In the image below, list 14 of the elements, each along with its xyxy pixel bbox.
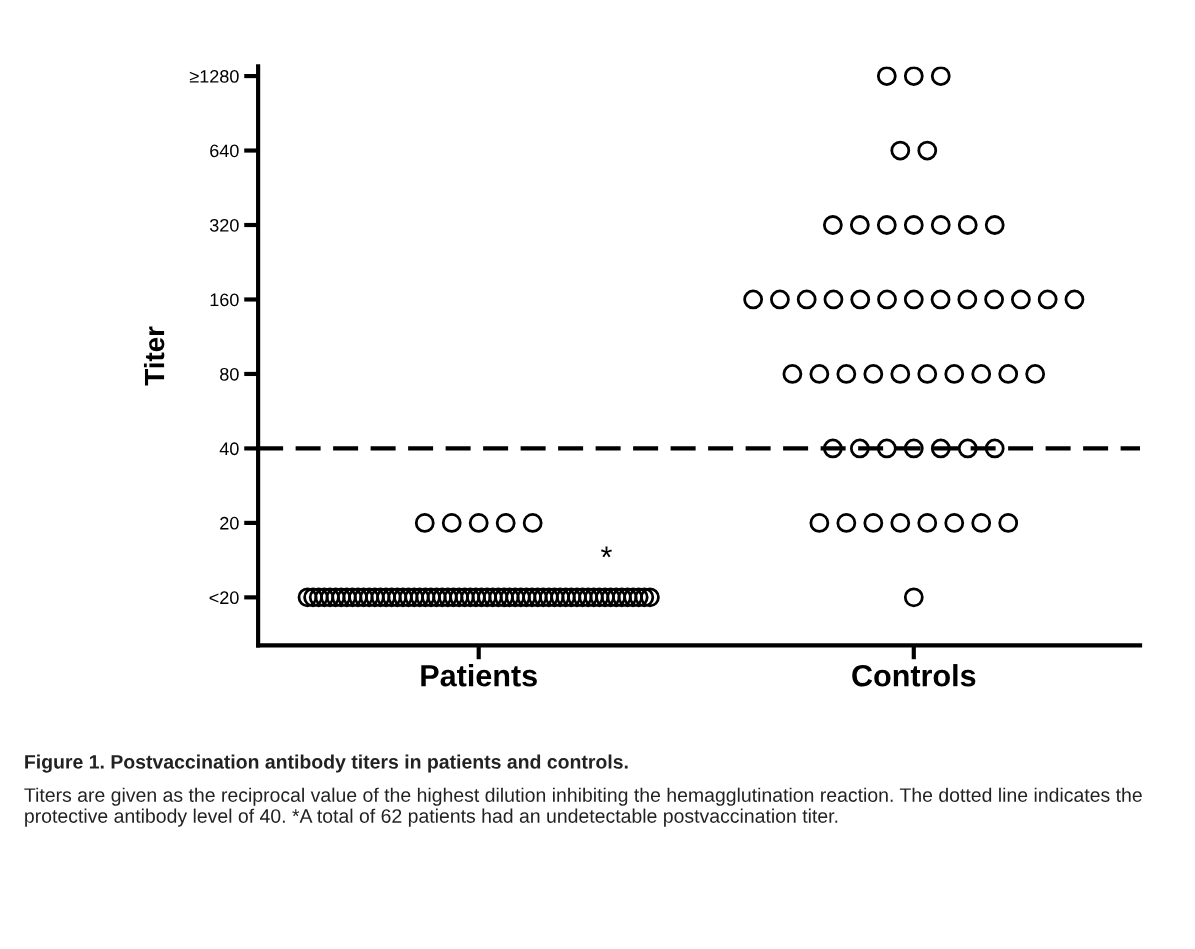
text: Titers are given as the reciprocal value of the highest dilution inhibiting the hemagglutination reaction. The dotted line indicates the protective antibody level of 40. *A total of 62 patients had an undetectable postvaccination titer.	[24, 787, 1142, 827]
y-tick-label: <20	[209, 591, 239, 605]
y-axis-title: Titer	[143, 326, 165, 386]
x-tick-label: Patients	[421, 664, 537, 687]
y-tick-label: 320	[209, 218, 239, 232]
y-tick-label: 40	[219, 442, 239, 456]
y-tick-label: 640	[210, 144, 239, 158]
caption: Figure 1. Postvaccination antibody titers in patients and controls.	[25, 754, 628, 773]
y-tick-label: 80	[220, 367, 239, 381]
annotation: *	[601, 546, 612, 558]
y-tick-label: ≥1280	[189, 69, 239, 83]
x-tick-label: Controls	[852, 664, 976, 687]
y-tick-label: 160	[210, 293, 239, 307]
y-tick-label: 20	[220, 516, 239, 530]
